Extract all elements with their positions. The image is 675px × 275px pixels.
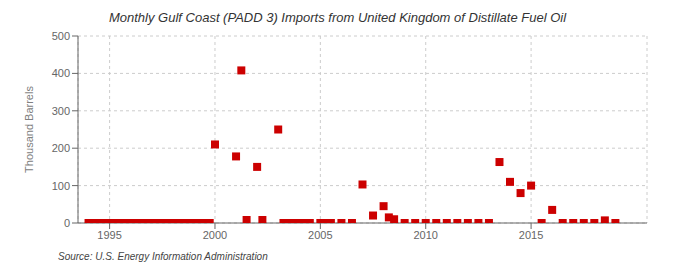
svg-text:2015: 2015 [519,229,543,241]
html-text:Monthly Gulf Coast (PADD 3) Im: Monthly Gulf Coast (PADD 3) Imports from… [109,10,566,25]
svg-text:500: 500 [52,30,70,42]
svg-text:400: 400 [52,67,70,79]
svg-text:2010: 2010 [413,229,437,241]
svg-text:Thousand Barrels: Thousand Barrels [23,86,35,173]
html-text:Source: U.S. Energy Informatio: Source: U.S. Energy Information Administ… [58,251,268,262]
svg-text:100: 100 [52,180,70,192]
svg-text:200: 200 [52,142,70,154]
svg-text:2005: 2005 [308,229,332,241]
svg-text:1995: 1995 [97,229,121,241]
svg-text:0: 0 [64,217,70,229]
svg-text:2000: 2000 [203,229,227,241]
svg-text:300: 300 [52,105,70,117]
